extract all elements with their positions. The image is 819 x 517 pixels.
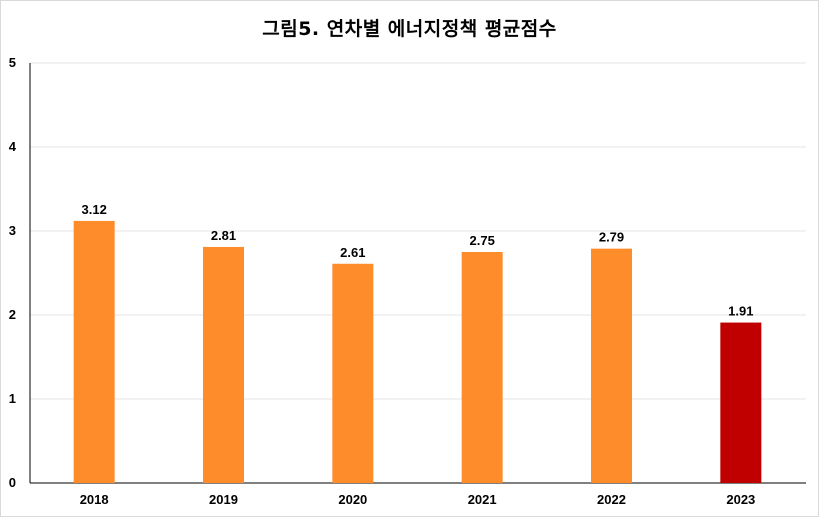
bar-2018 <box>73 220 115 484</box>
bar-2020 <box>332 263 374 483</box>
data-label-2020: 2.61 <box>340 245 365 260</box>
y-tick-label: 1 <box>9 391 16 406</box>
data-label-2019: 2.81 <box>211 228 236 243</box>
y-tick-label: 3 <box>9 223 16 238</box>
x-tick-labels: 2018 2019 2020 2021 2022 2023 <box>80 492 756 507</box>
x-tick-label-2021: 2021 <box>468 492 497 507</box>
y-tick-label: 2 <box>9 307 16 322</box>
data-labels: 3.12 2.81 2.61 2.75 2.79 1.91 <box>82 202 754 319</box>
y-tick-label: 5 <box>9 55 16 70</box>
y-tick-labels: 0 1 2 3 4 5 <box>9 55 17 490</box>
data-label-2022: 2.79 <box>599 230 624 245</box>
bar-2023 <box>720 322 762 483</box>
x-tick-label-2022: 2022 <box>597 492 626 507</box>
bar-2022 <box>591 248 632 483</box>
data-label-2018: 3.12 <box>82 202 107 217</box>
axes <box>29 63 806 484</box>
data-label-2023: 1.91 <box>728 304 753 319</box>
bars <box>73 220 762 484</box>
y-tick-label: 4 <box>9 139 17 154</box>
y-tick-label: 0 <box>9 475 16 490</box>
x-tick-label-2018: 2018 <box>80 492 109 507</box>
x-tick-label-2023: 2023 <box>726 492 755 507</box>
data-label-2021: 2.75 <box>470 233 495 248</box>
bar-2019 <box>203 246 244 483</box>
gridlines <box>30 62 806 400</box>
x-tick-label-2020: 2020 <box>338 492 367 507</box>
x-tick-label-2019: 2019 <box>209 492 238 507</box>
chart-title: 그림5. 연차별 에너지정책 평균점수 <box>262 18 557 40</box>
bar-2021 <box>461 252 503 483</box>
